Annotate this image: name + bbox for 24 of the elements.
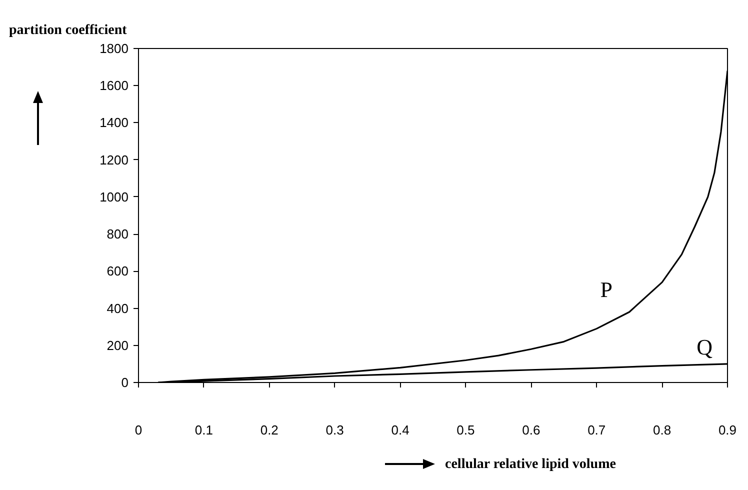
x-tick-label: 0.8 — [653, 422, 672, 438]
y-tick-label: 1400 — [100, 115, 128, 130]
x-tick-label: 0.5 — [456, 422, 475, 438]
x-tick-label: 0.3 — [326, 422, 344, 438]
x-axis-title: cellular relative lipid volume — [445, 456, 616, 474]
y-tick-label: 800 — [106, 226, 129, 242]
y-tick-label: 1200 — [100, 152, 128, 168]
y-tick-label: 1600 — [100, 78, 128, 94]
x-tick-label: 0.6 — [522, 422, 540, 438]
y-tick-label: 400 — [106, 300, 129, 316]
x-tick-label: 0.7 — [588, 422, 606, 438]
x-tick-label: 0 — [134, 422, 142, 438]
y-tick-label: 1000 — [100, 189, 128, 204]
y-tick-label: 200 — [106, 338, 129, 353]
y-tick-label: 600 — [106, 264, 129, 279]
annotation: P — [600, 277, 613, 302]
y-tick-label: 1800 — [100, 41, 128, 56]
y-tick-label: 0 — [121, 375, 129, 390]
x-tick-label: 0.1 — [194, 422, 213, 438]
x-tick-label: 0.9 — [718, 422, 737, 438]
x-tick-label: 0.4 — [391, 422, 410, 438]
annotation: Q — [696, 334, 713, 360]
x-tick-label: 0.2 — [260, 422, 278, 438]
y-axis-title: partition coefficient — [9, 22, 127, 40]
